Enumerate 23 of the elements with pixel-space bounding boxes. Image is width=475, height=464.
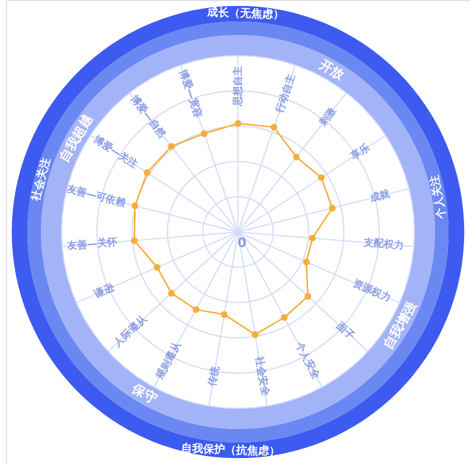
spoke-label: 传统 — [206, 364, 222, 388]
spoke-label: 面子 — [333, 319, 357, 342]
spoke-label: 享乐 — [348, 142, 372, 164]
spoke-label: 友善—关怀 — [66, 236, 119, 252]
text: 0 — [237, 236, 247, 251]
spoke-label: 思想自主 — [232, 66, 244, 107]
spoke-label: 资源权力 — [351, 277, 393, 304]
spoke-label: 规则遵从 — [153, 339, 184, 382]
text: 保守 — [128, 380, 160, 408]
spoke-label: 友善—可依赖 — [64, 182, 127, 210]
spoke-label: 社会安全 — [252, 354, 272, 398]
spoke-label: 人际遵从 — [110, 312, 150, 350]
spoke-label: 刺激 — [316, 104, 340, 129]
spoke-label: 成就 — [368, 188, 391, 205]
text: 社会关注 — [28, 156, 53, 204]
text: 个人关注 — [428, 174, 449, 220]
spoke-label: 个人安全 — [292, 339, 323, 382]
spoke-label: 博爱—宽容 — [176, 67, 204, 120]
spoke-label: 谦逊 — [92, 280, 117, 301]
spoke-label: 行动自主 — [272, 72, 298, 116]
text: 开放 — [315, 56, 348, 84]
text: 成长（无焦虑） — [206, 5, 284, 22]
spoke-label: 支配权力 — [362, 236, 404, 252]
